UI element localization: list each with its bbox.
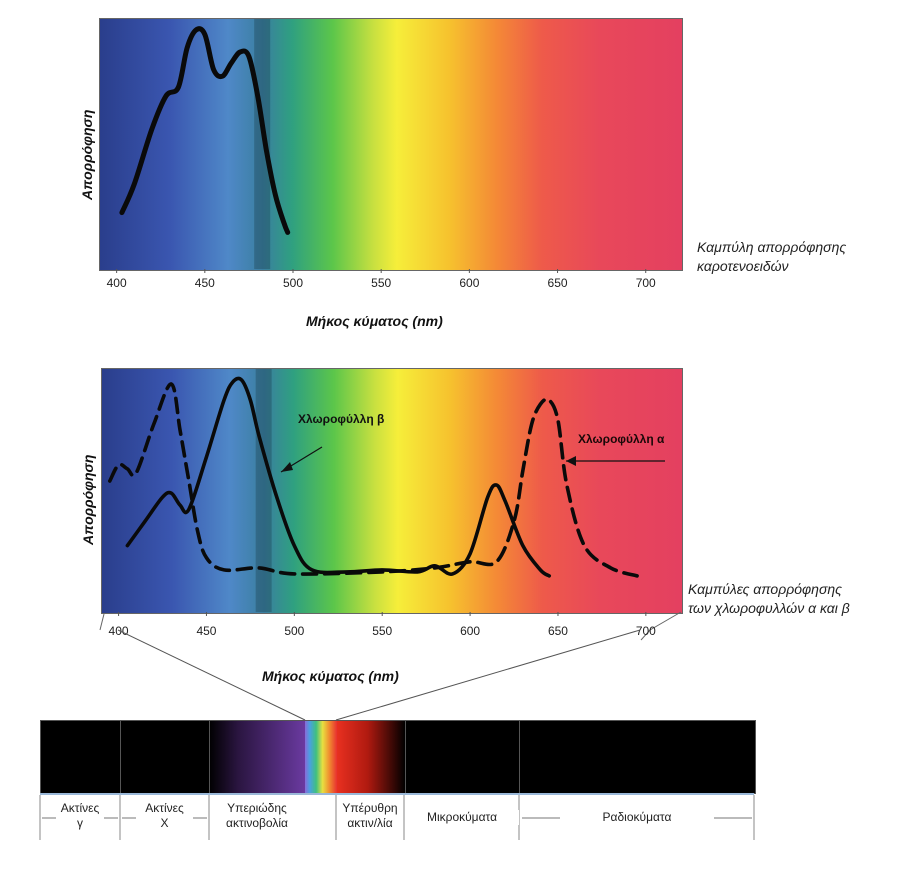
chlorophyll-tick-label: 700	[635, 624, 656, 638]
chlorophyll-series-line-0	[125, 376, 551, 578]
chlorophyll-a-arrowhead	[566, 456, 576, 466]
em-label-infrared: Υπέρυθρη ακτιν/λία	[336, 801, 404, 831]
em-band-ultraviolet	[209, 721, 305, 793]
em-connector-left	[117, 629, 306, 721]
em-label-microwaves: Μικροκύματα	[405, 810, 519, 825]
em-label-radiowaves: Ραδιοκύματα	[560, 810, 714, 825]
carotenoid-tick-label: 500	[282, 276, 304, 290]
chlorophyll-b-annotation: Χλωροφύλλη β	[298, 412, 385, 426]
chlorophyll-axis-bracket	[99, 611, 682, 641]
chlorophyll-tick-label: 450	[196, 624, 217, 638]
em-band-infrared	[337, 721, 405, 793]
em-divider	[209, 721, 210, 793]
carotenoid-series-line-0	[119, 26, 291, 235]
em-label-ir-line2: ακτιν/λία	[347, 816, 393, 830]
carotenoid-tick-label: 600	[459, 276, 480, 290]
chlorophyll-series-line-1	[108, 382, 639, 578]
carotenoid-tick-label: 550	[371, 276, 392, 290]
carotenoid-absorption-band	[254, 19, 271, 269]
carotenoid-caption-line2: καροτενοειδών	[697, 258, 789, 274]
chlorophyll-absorption-band	[255, 369, 272, 612]
em-label-uv-line1: Υπεριώδης	[227, 801, 287, 815]
em-label-uv-line2: ακτινοβολία	[226, 816, 288, 830]
chlorophyll-caption-line1: Καμπύλες απορρόφησης	[688, 581, 842, 597]
em-band-visible	[305, 721, 337, 793]
carotenoid-caption-line1: Καμπύλη απορρόφησης	[697, 239, 847, 255]
em-label-xray-line2: Χ	[160, 816, 169, 830]
em-connector-right	[335, 629, 641, 721]
em-label-xray: Ακτίνες Χ	[120, 801, 209, 831]
chlorophyll-tick-label: 550	[372, 624, 393, 638]
em-label-ir-line1: Υπέρυθρη	[342, 801, 398, 815]
chlorophyll-tick-label: 500	[284, 624, 305, 638]
em-divider	[405, 721, 406, 793]
em-label-ultraviolet: Υπεριώδης ακτινοβολία	[209, 801, 305, 831]
carotenoid-tick-label: 650	[547, 276, 568, 290]
em-spectrum-strip	[40, 720, 756, 794]
em-label-microwaves-text: Μικροκύματα	[426, 810, 498, 824]
carotenoid-plot-area	[99, 18, 683, 271]
carotenoid-tick-label: 400	[106, 276, 127, 290]
em-label-xray-line1: Ακτίνες	[145, 801, 184, 815]
em-divider	[120, 721, 121, 793]
carotenoid-caption: Καμπύλη απορρόφησης καροτενοειδών	[697, 238, 846, 276]
carotenoid-tick-label: 450	[194, 276, 215, 290]
em-label-radiowaves-text: Ραδιοκύματα	[602, 810, 672, 824]
carotenoid-tick-label: 700	[635, 276, 656, 290]
em-divider	[519, 721, 520, 793]
chlorophyll-tick-label: 400	[108, 624, 129, 638]
chlorophyll-xlabel: Μήκος κύματος (nm)	[262, 668, 399, 684]
chlorophyll-tick-label: 600	[460, 624, 481, 638]
chlorophyll-a-annotation: Χλωροφύλλη α	[578, 432, 665, 446]
chlorophyll-tick-label: 650	[547, 624, 568, 638]
em-label-gamma: Ακτίνες γ	[40, 801, 120, 831]
carotenoid-xlabel: Μήκος κύματος (nm)	[306, 313, 443, 329]
chlorophyll-caption: Καμπύλες απορρόφησης των χλωροφυλλών α κ…	[688, 580, 850, 618]
chlorophyll-b-arrowhead	[281, 462, 293, 472]
em-label-gamma-line1: Ακτίνες	[60, 801, 100, 815]
chlorophyll-caption-line2: των χλωροφυλλών α και β	[688, 600, 850, 616]
em-label-gamma-line2: γ	[77, 816, 83, 830]
